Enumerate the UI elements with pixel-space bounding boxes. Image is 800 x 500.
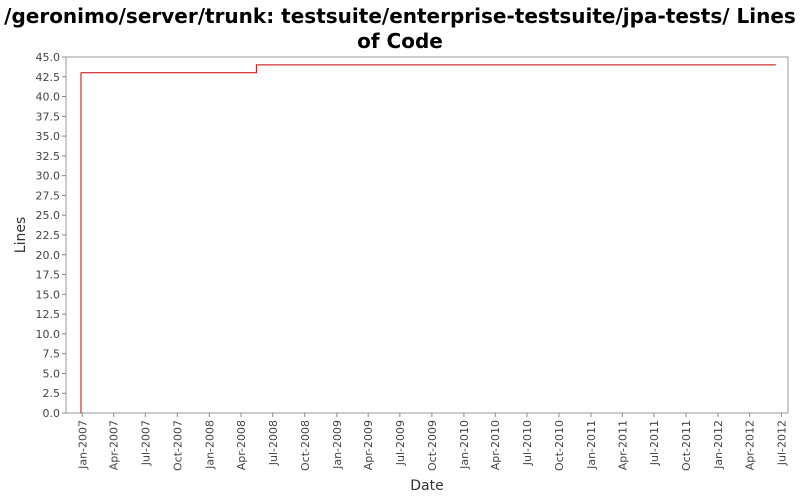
chart-title: /geronimo/server/trunk: testsuite/enterp…: [4, 4, 796, 53]
series-line: [80, 64, 776, 413]
plot-area: [65, 56, 789, 414]
y-tick-label: 20.0: [36, 249, 61, 262]
y-tick-label: 45.0: [36, 51, 61, 64]
y-tick-label: 42.5: [36, 71, 61, 84]
x-tick-label: Jul-2007: [139, 420, 152, 466]
x-tick-label: Jul-2012: [775, 420, 788, 466]
series-layer: [80, 64, 776, 413]
x-axis-label: Date: [410, 478, 443, 494]
x-tick-label: Jan-2007: [76, 420, 89, 470]
y-axis-label: Lines: [13, 217, 29, 253]
y-tick-label: 12.5: [36, 308, 61, 321]
x-tick-label: Jan-2010: [458, 420, 471, 470]
x-tick-label: Jan-2009: [331, 420, 344, 470]
x-tick-label: Jan-2008: [203, 420, 216, 470]
x-tick-label: Jul-2011: [648, 420, 661, 466]
x-tick-label: Oct-2008: [299, 420, 312, 471]
y-tick-label: 10.0: [36, 328, 61, 341]
x-axis: Jan-2007 Apr-2007 Jul-2007 Oct-2007 Jan-2008…: [76, 413, 788, 471]
x-tick-label: Jul-2008: [267, 420, 280, 466]
y-tick-label: 25.0: [36, 209, 61, 222]
y-tick-label: 0.0: [43, 407, 61, 420]
x-tick-label: Oct-2007: [171, 420, 184, 471]
y-tick-label: 17.5: [36, 269, 61, 282]
x-tick-label: Oct-2009: [426, 420, 439, 471]
y-tick-label: 30.0: [36, 170, 61, 183]
y-tick-label: 32.5: [36, 150, 61, 163]
x-tick-label: Jan-2011: [585, 420, 598, 470]
y-tick-label: 37.5: [36, 110, 61, 123]
y-axis: 0.0 2.5 5.0 7.5 10.0 12.5 15.0 17.5 20.0 22.5 25.0…: [36, 51, 66, 420]
y-tick-label: 40.0: [36, 91, 61, 104]
y-tick-label: 7.5: [43, 348, 61, 361]
x-tick-label: Apr-2007: [108, 420, 121, 470]
y-tick-label: 22.5: [36, 229, 61, 242]
x-tick-label: Oct-2011: [680, 420, 693, 471]
x-tick-label: Jul-2009: [394, 420, 407, 466]
y-tick-label: 35.0: [36, 130, 61, 143]
x-tick-label: Apr-2012: [744, 420, 757, 470]
y-tick-label: 15.0: [36, 288, 61, 301]
y-tick-label: 5.0: [43, 367, 61, 380]
y-tick-label: 2.5: [43, 387, 61, 400]
x-tick-label: Jul-2010: [521, 420, 534, 466]
x-tick-label: Jan-2012: [712, 420, 725, 470]
x-tick-label: Apr-2011: [616, 420, 629, 470]
x-tick-label: Apr-2010: [489, 420, 502, 470]
x-tick-label: Oct-2010: [553, 420, 566, 471]
x-tick-label: Apr-2009: [362, 420, 375, 470]
y-tick-label: 27.5: [36, 189, 61, 202]
x-tick-label: Apr-2008: [235, 420, 248, 470]
